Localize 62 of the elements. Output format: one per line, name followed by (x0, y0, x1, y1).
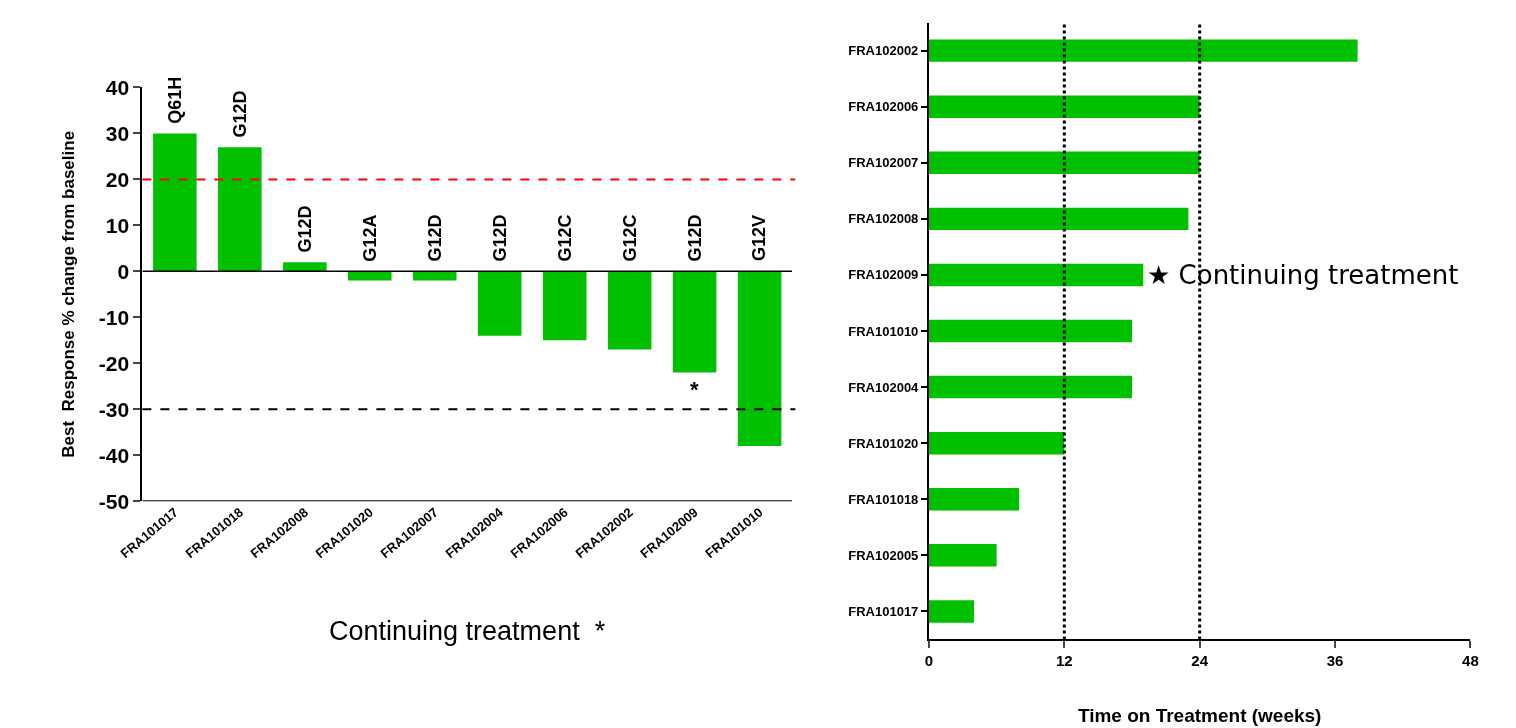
y-tick-label: -10 (98, 305, 130, 329)
annotation: G12C (619, 214, 640, 262)
bar (928, 151, 1200, 174)
annotation: G12C (554, 214, 575, 262)
bar (153, 133, 197, 272)
x-tick-label: 12 (1055, 652, 1073, 670)
bar (737, 271, 782, 447)
bar (928, 431, 1065, 455)
bar (928, 488, 1020, 511)
bar (928, 207, 1189, 231)
annotation: G12D (489, 214, 510, 262)
annotation: G12V (749, 214, 770, 261)
y-tick-label: FRA102007 (848, 155, 919, 171)
y-tick-label: -20 (98, 351, 130, 375)
bar (283, 262, 327, 272)
x-tick-label: 0 (924, 652, 934, 670)
y-tick-label: 10 (105, 213, 130, 237)
y-tick-label: -30 (98, 397, 130, 421)
y-tick-label: -50 (98, 489, 130, 513)
bar (542, 271, 587, 341)
y-tick-label: FRA102005 (848, 547, 919, 563)
annotation: G12D (424, 214, 445, 262)
bar (928, 319, 1132, 343)
y-tick-label: 0 (117, 259, 130, 283)
bar (218, 147, 262, 272)
y-tick-label: FRA102006 (848, 99, 919, 115)
bar (348, 271, 392, 281)
bar (477, 271, 522, 336)
annotation: G12D (230, 90, 251, 138)
y-tick-label: FRA101017 (848, 603, 919, 619)
y-tick-label: -40 (98, 443, 130, 467)
y-tick-label: FRA102002 (848, 43, 919, 59)
y-tick-label: FRA102009 (848, 267, 919, 283)
annotation: * (690, 377, 699, 402)
y-tick-label: FRA101010 (848, 323, 919, 339)
bar (928, 375, 1132, 399)
y-axis-title: Best Response % change from baseline (58, 130, 78, 458)
bar (928, 263, 1144, 287)
y-tick-label: 20 (105, 167, 130, 191)
bar (607, 271, 652, 350)
bar (928, 95, 1200, 118)
text: Continuing treatment * (329, 616, 606, 646)
bar (672, 271, 717, 373)
y-tick-label: 40 (105, 75, 130, 99)
bar (928, 39, 1358, 62)
x-tick-label: 36 (1326, 652, 1344, 670)
x-tick-label: 24 (1191, 652, 1209, 670)
y-tick-label: FRA102008 (848, 211, 919, 227)
y-tick-label: FRA101018 (848, 491, 919, 507)
bar (928, 544, 997, 567)
y-tick-label: 30 (105, 121, 130, 145)
bar (928, 600, 975, 623)
x-tick-label: 48 (1462, 652, 1479, 670)
y-tick-label: FRA102004 (848, 379, 920, 395)
annotation: G12D (684, 214, 705, 262)
x-axis-title: Time on Treatment (weeks) (1077, 704, 1322, 726)
annotation: ★ Continuing treatment (1147, 260, 1459, 290)
annotation: G12A (359, 214, 380, 262)
bar (412, 271, 457, 281)
annotation: Q61H (164, 76, 185, 124)
y-tick-label: FRA101020 (848, 435, 919, 451)
annotation: G12D (295, 205, 316, 253)
